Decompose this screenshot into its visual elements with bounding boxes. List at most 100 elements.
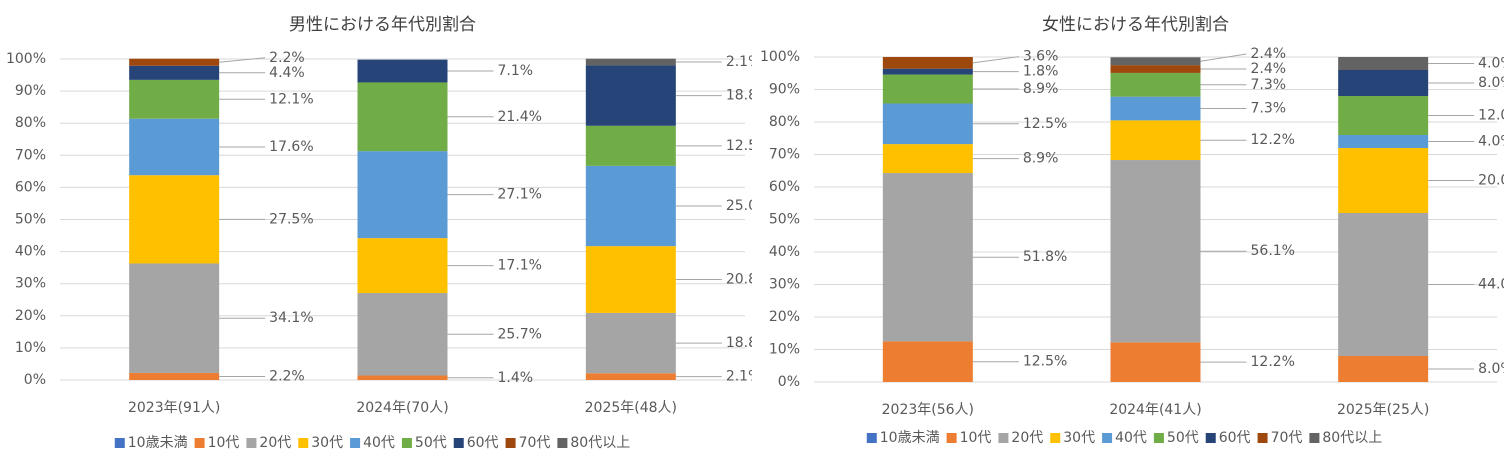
y-tick-label: 10% xyxy=(15,340,46,356)
legend-label: 20代 xyxy=(1011,430,1043,446)
bar-segment xyxy=(129,79,220,119)
y-tick-label: 70% xyxy=(769,147,800,163)
legend-swatch xyxy=(350,438,361,448)
y-tick-label: 20% xyxy=(15,308,46,324)
legend-label: 70代 xyxy=(519,435,551,451)
legend-swatch xyxy=(557,438,568,448)
y-tick-label: 70% xyxy=(15,147,46,163)
data-label: 1.4% xyxy=(498,370,534,386)
y-tick-label: 0% xyxy=(778,374,800,390)
x-tick-label: 2025年(48人) xyxy=(585,400,677,416)
data-label: 21.4% xyxy=(498,109,542,125)
bar-segment xyxy=(1110,160,1201,343)
bar-segment xyxy=(1110,72,1201,97)
bar-segment xyxy=(1338,70,1429,96)
data-label: 2.4% xyxy=(1251,61,1287,77)
y-tick-label: 90% xyxy=(769,82,800,98)
leader-line xyxy=(1200,53,1247,62)
legend-swatch xyxy=(505,438,516,448)
legend-label: 70代 xyxy=(1271,430,1303,446)
y-tick-label: 80% xyxy=(15,115,46,131)
data-label: 2.2% xyxy=(269,368,305,384)
legend-swatch xyxy=(194,438,205,448)
legend-label: 30代 xyxy=(1063,430,1095,446)
bar-segment xyxy=(357,59,448,83)
data-label: 12.2% xyxy=(1251,354,1295,370)
legend-label: 80代以上 xyxy=(570,435,630,451)
legend-label: 40代 xyxy=(1115,430,1147,446)
y-tick-label: 100% xyxy=(760,49,800,65)
data-label: 51.8% xyxy=(1023,249,1067,265)
bar-segment xyxy=(585,58,676,66)
bar-segment xyxy=(1110,57,1201,66)
bar-segment xyxy=(129,118,220,176)
legend-swatch xyxy=(1205,433,1216,443)
legend-swatch xyxy=(866,433,877,443)
bar-segment xyxy=(585,165,676,247)
bar-segment xyxy=(129,372,220,380)
legend-label: 20代 xyxy=(259,435,291,451)
data-label: 44.0% xyxy=(1478,277,1504,293)
legend-label: 10代 xyxy=(208,435,240,451)
legend-label: 60代 xyxy=(1219,430,1251,446)
data-label: 27.1% xyxy=(498,187,542,203)
data-label: 20.0% xyxy=(1478,173,1504,189)
bar-segment xyxy=(585,246,676,313)
y-tick-label: 100% xyxy=(6,51,46,67)
legend-swatch xyxy=(298,438,309,448)
data-label: 12.5% xyxy=(1023,354,1067,370)
legend-label: 50代 xyxy=(1167,430,1199,446)
bar-segment xyxy=(585,312,676,374)
legend-label: 60代 xyxy=(467,435,499,451)
bar-segment xyxy=(882,173,973,342)
data-label: 8.0% xyxy=(1478,361,1504,377)
bar-segment xyxy=(1338,57,1429,70)
legend-label: 10代 xyxy=(960,430,992,446)
y-tick-label: 0% xyxy=(24,372,46,388)
bar-segment xyxy=(585,65,676,126)
bar-segment xyxy=(357,293,448,376)
bar-segment xyxy=(357,151,448,239)
chart-title: 男性における年代別割合 xyxy=(289,15,476,35)
bar-segment xyxy=(357,238,448,294)
x-tick-label: 2024年(70人) xyxy=(356,400,448,416)
bar-segment xyxy=(357,375,448,380)
data-label: 2.4% xyxy=(1251,46,1287,62)
bar-segment xyxy=(129,263,220,373)
data-label: 7.3% xyxy=(1251,101,1287,117)
legend-swatch xyxy=(998,433,1009,443)
data-label: 4.0% xyxy=(1478,56,1504,72)
legend-label: 50代 xyxy=(415,435,447,451)
data-label: 12.0% xyxy=(1478,108,1504,124)
legend-label: 40代 xyxy=(363,435,395,451)
y-tick-label: 10% xyxy=(769,342,800,358)
y-tick-label: 50% xyxy=(15,212,46,228)
data-label: 12.2% xyxy=(1251,132,1295,148)
bar-segment xyxy=(882,74,973,104)
x-tick-label: 2023年(56人) xyxy=(882,402,974,418)
y-tick-label: 20% xyxy=(769,309,800,325)
data-label: 8.9% xyxy=(1023,151,1059,167)
x-tick-label: 2025年(25人) xyxy=(1337,402,1429,418)
data-label: 20.8% xyxy=(726,272,752,288)
y-tick-label: 90% xyxy=(15,83,46,99)
bar-segment xyxy=(882,103,973,145)
legend-swatch xyxy=(401,438,412,448)
bar-segment xyxy=(882,144,973,174)
data-label: 3.6% xyxy=(1023,49,1059,65)
bar-segment xyxy=(1110,120,1201,161)
y-tick-label: 40% xyxy=(769,244,800,260)
bar-segment xyxy=(1338,148,1429,213)
legend-swatch xyxy=(1153,433,1164,443)
bar-segment xyxy=(1338,356,1429,382)
bar-segment xyxy=(882,57,973,69)
legend-swatch xyxy=(246,438,257,448)
data-label: 18.8% xyxy=(726,88,752,104)
x-tick-label: 2023年(91人) xyxy=(128,400,220,416)
data-label: 4.4% xyxy=(269,65,305,81)
bar-segment xyxy=(129,58,220,66)
bar-segment xyxy=(1110,342,1201,382)
bar-segment xyxy=(882,341,973,382)
y-tick-label: 60% xyxy=(15,179,46,195)
